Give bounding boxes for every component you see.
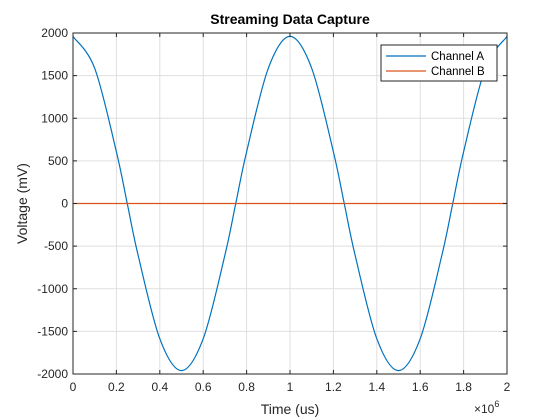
y-tick-label: -500	[44, 239, 68, 253]
x-tick-label: 0.2	[108, 380, 125, 394]
x-axis-exponent-power: 6	[494, 399, 499, 409]
legend-label: Channel A	[431, 51, 484, 63]
legend-box	[380, 44, 498, 82]
ticks: 0 0.2 0.4 0.6 0.8 1 1.2 1.4 1.6 1.8 2 -2000 -1500 -10…	[37, 26, 510, 394]
x-tick-label: 0.4	[151, 380, 168, 394]
x-tick-label: 1	[287, 380, 294, 394]
legend-label: Channel B	[431, 66, 485, 78]
y-tick-label: 2000	[41, 26, 68, 40]
x-axis-label: Time (us)	[261, 401, 320, 417]
x-tick-label: 0.6	[195, 380, 212, 394]
y-tick-label: 500	[48, 154, 68, 168]
x-axis-exponent-base: ×10	[474, 402, 495, 416]
y-axis-label: Voltage (mV)	[14, 163, 30, 244]
y-tick-label: 1000	[41, 111, 68, 125]
y-tick-label: -2000	[37, 367, 68, 381]
x-tick-label: 1.8	[455, 380, 472, 394]
chart-title: Streaming Data Capture	[210, 11, 370, 27]
x-tick-label: 1.6	[412, 380, 429, 394]
x-tick-label: 2	[504, 380, 511, 394]
y-tick-label: 0	[61, 197, 68, 211]
x-tick-label: 1.4	[368, 380, 385, 394]
x-tick-label: 0.8	[238, 380, 255, 394]
x-tick-label: 1.2	[325, 380, 342, 394]
y-tick-label: 1500	[41, 69, 68, 83]
legend: Channel A Channel B	[380, 44, 498, 82]
x-axis-exponent: ×106	[474, 399, 499, 416]
x-tick-label: 0	[70, 380, 77, 394]
y-tick-label: -1000	[37, 282, 68, 296]
y-tick-label: -1500	[37, 324, 68, 338]
